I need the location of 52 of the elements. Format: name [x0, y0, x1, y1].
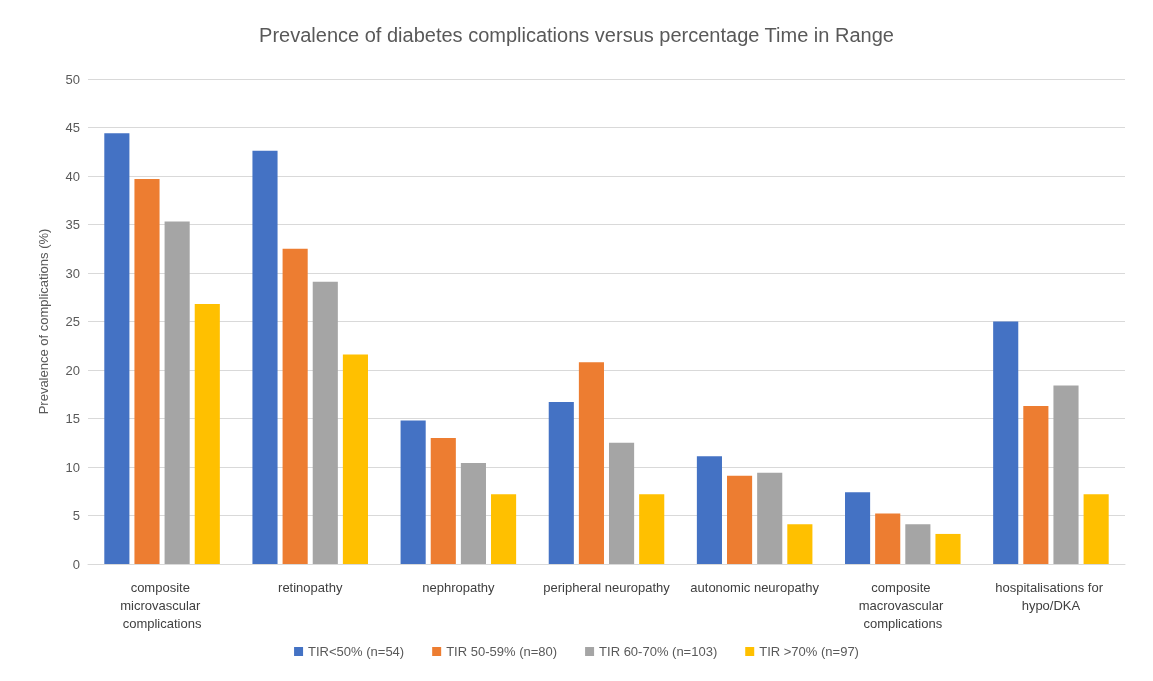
- bar: [578, 362, 604, 564]
- y-tick-label: 25: [65, 314, 80, 329]
- x-tick-label: retinopathy: [278, 579, 343, 595]
- bar: [609, 442, 635, 564]
- bar: [460, 463, 486, 564]
- legend-label: TIR 50-59% (n=80): [446, 644, 558, 659]
- bar: [491, 494, 517, 564]
- bar: [342, 354, 368, 564]
- x-tick-label: nephropathy: [422, 579, 495, 595]
- bar: [639, 494, 665, 564]
- bar: [164, 221, 190, 564]
- bar: [1083, 494, 1109, 564]
- y-tick-label: 15: [65, 411, 80, 426]
- bar: [548, 402, 574, 564]
- chart-title: Prevalence of diabetes complications versus percentage Time in Range: [259, 24, 894, 46]
- bar: [282, 248, 308, 564]
- y-tick-label: 35: [65, 217, 80, 232]
- x-tick-label: composite microvascular complications: [120, 579, 204, 631]
- y-tick-label: 20: [65, 362, 80, 378]
- y-tick-label: 10: [65, 459, 80, 475]
- y-tick-label: 0: [72, 556, 80, 572]
- y-tick-label: 50: [65, 71, 80, 87]
- x-tick-label: hospitalisations for hypo/DKA: [995, 579, 1107, 613]
- bar: [993, 321, 1019, 564]
- bar: [935, 533, 961, 564]
- bar: [194, 304, 220, 564]
- bar: [905, 524, 931, 564]
- bar: [1053, 385, 1079, 564]
- x-tick-label: composite macrovascular complications: [858, 579, 947, 631]
- legend-label: TIR 60-70% (n=103): [599, 644, 718, 659]
- y-tick-label: 45: [65, 120, 80, 135]
- bar: [400, 420, 426, 564]
- bar: [1023, 405, 1049, 564]
- legend-label: TIR >70% (n=97): [759, 644, 859, 659]
- bar: [696, 456, 722, 564]
- bar: [430, 437, 456, 564]
- y-tick-label: 5: [72, 508, 80, 523]
- legend-label: TIR<50% (n=54): [308, 644, 405, 659]
- y-axis-title: Prevalence of complications (%): [36, 228, 51, 415]
- bar: [727, 475, 753, 564]
- bar: [845, 492, 871, 564]
- bar: [757, 472, 783, 564]
- bar: [787, 524, 813, 564]
- bar: [104, 133, 130, 564]
- bar: [134, 178, 160, 564]
- x-tick-label: autonomic neuropathy: [690, 579, 820, 595]
- y-tick-label: 40: [65, 168, 80, 184]
- x-tick-label: peripheral neuropathy: [543, 579, 671, 595]
- bar: [252, 150, 278, 564]
- bar: [312, 281, 338, 564]
- y-tick-label: 30: [65, 265, 80, 281]
- bar: [875, 513, 901, 564]
